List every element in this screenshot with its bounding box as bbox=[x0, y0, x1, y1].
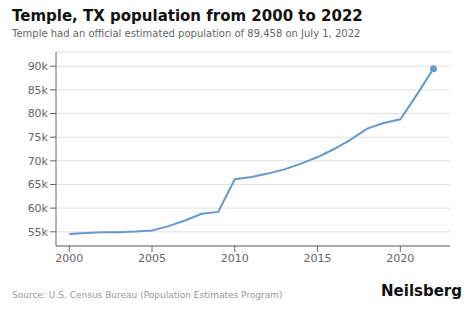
svg-text:90k: 90k bbox=[28, 60, 49, 73]
svg-text:60k: 60k bbox=[28, 202, 49, 215]
svg-text:2005: 2005 bbox=[138, 252, 166, 265]
svg-text:55k: 55k bbox=[28, 226, 49, 239]
html-text:Temple had an official estimat: Temple had an official estimated populat… bbox=[12, 28, 361, 39]
html-text:Source: U.S. Census Bureau (Po: Source: U.S. Census Bureau (Population E… bbox=[12, 290, 283, 300]
svg-text:80k: 80k bbox=[28, 107, 49, 120]
svg-text:2015: 2015 bbox=[304, 252, 332, 265]
svg-text:2020: 2020 bbox=[386, 252, 414, 265]
svg-text:65k: 65k bbox=[28, 178, 49, 191]
svg-text:70k: 70k bbox=[28, 155, 49, 168]
svg-text:75k: 75k bbox=[28, 131, 49, 144]
svg-text:2000: 2000 bbox=[55, 252, 83, 265]
svg-text:2010: 2010 bbox=[221, 252, 249, 265]
svg-text:85k: 85k bbox=[28, 84, 49, 97]
html-text:Temple, TX population from 200: Temple, TX population from 2000 to 2022 bbox=[12, 7, 363, 25]
html-text:Neilsberg: Neilsberg bbox=[381, 282, 462, 300]
